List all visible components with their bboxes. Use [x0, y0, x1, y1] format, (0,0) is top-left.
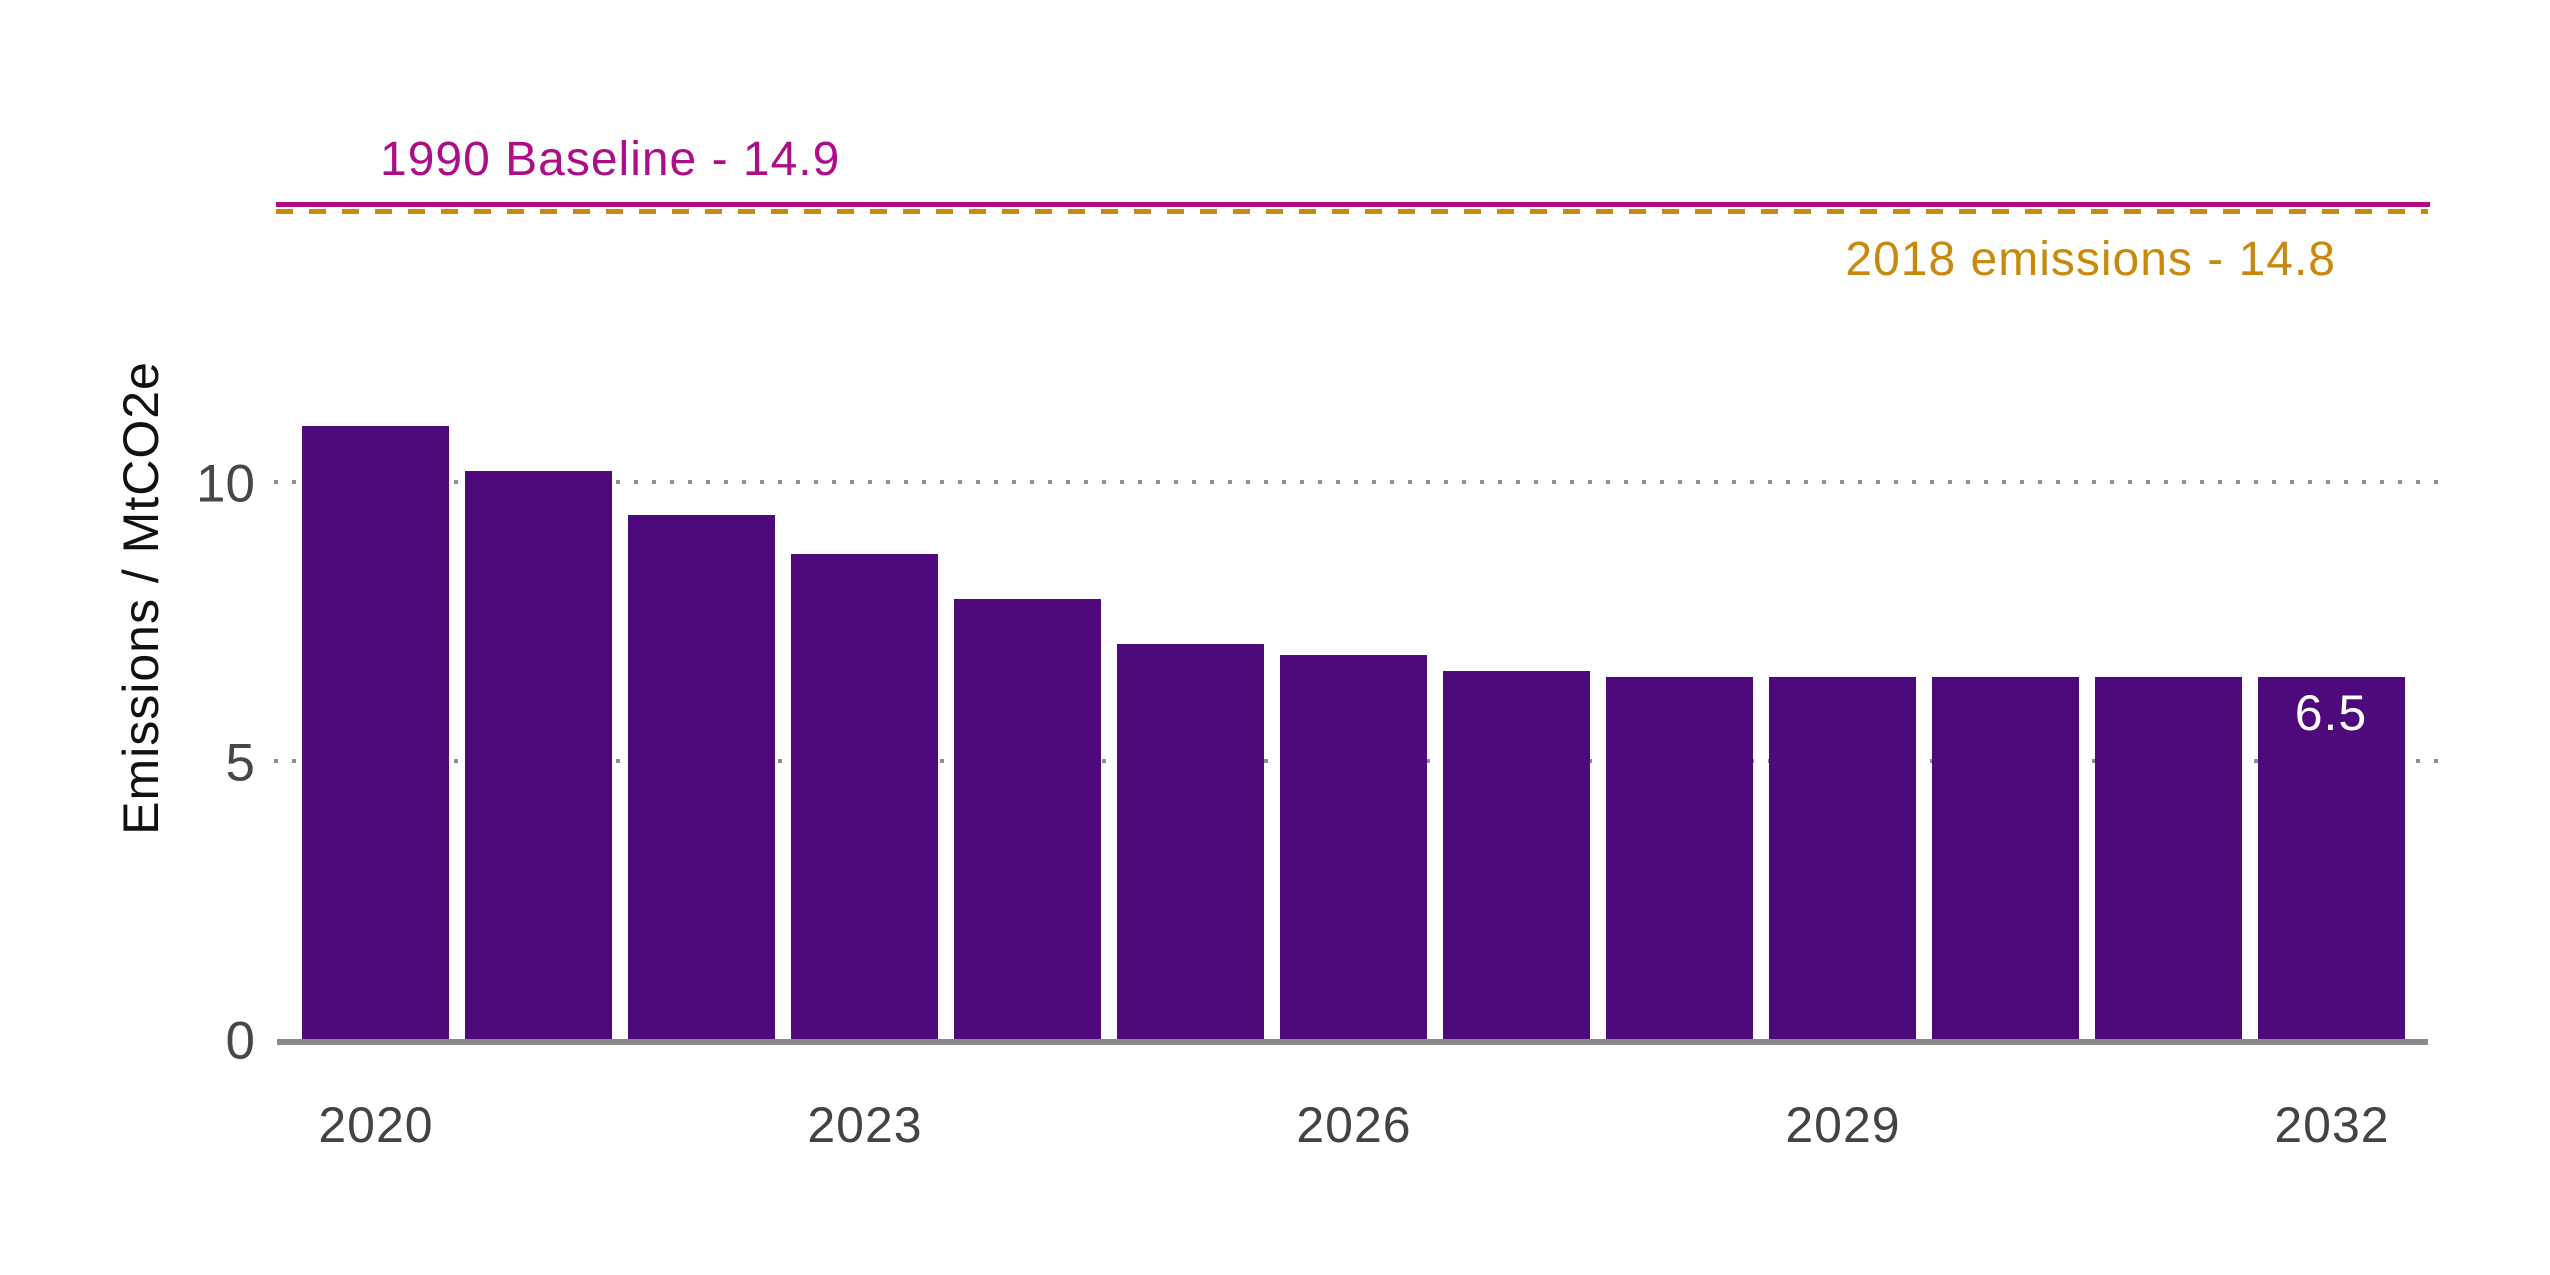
baseline-1990-label: 1990 Baseline - 14.9 [380, 133, 841, 186]
x-tick-2023: 2023 [807, 1097, 923, 1153]
bar-2026 [1280, 655, 1427, 1039]
emissions-2018-reference-line [276, 209, 2428, 214]
bar-2024 [954, 599, 1101, 1039]
bar-2027 [1443, 671, 1590, 1039]
x-axis-line [277, 1039, 2428, 1045]
x-tick-2032: 2032 [2274, 1097, 2390, 1153]
bar-2029 [1769, 677, 1916, 1039]
y-tick-5: 5 [225, 733, 255, 793]
gridline-10 [274, 480, 2440, 484]
emissions-2018-label: 2018 emissions - 14.8 [1845, 233, 2336, 286]
bar-2022 [628, 515, 775, 1039]
bar-2028 [1606, 677, 1753, 1039]
y-tick-0: 0 [225, 1011, 255, 1071]
x-tick-2020: 2020 [318, 1097, 434, 1153]
bar-2020 [302, 426, 449, 1039]
x-tick-2029: 2029 [1785, 1097, 1901, 1153]
baseline-1990-reference-line [276, 202, 2430, 207]
bar-value-label: 6.5 [2294, 685, 2368, 741]
bar-2023 [791, 554, 938, 1039]
y-tick-10: 10 [196, 454, 255, 514]
bar-2030 [1932, 677, 2079, 1039]
bar-2025 [1117, 644, 1264, 1039]
x-tick-2026: 2026 [1296, 1097, 1412, 1153]
bar-2031 [2095, 677, 2242, 1039]
bar-2021 [465, 471, 612, 1039]
bar-2032 [2258, 677, 2405, 1039]
